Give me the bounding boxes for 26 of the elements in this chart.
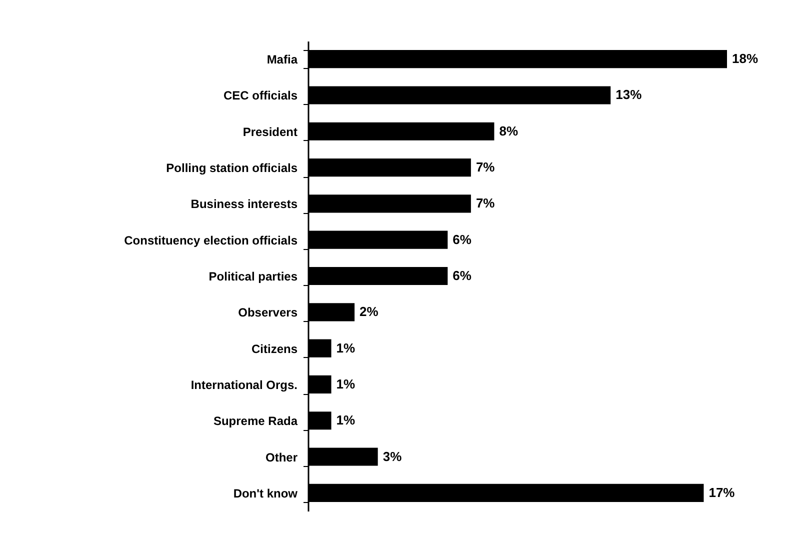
y-tick-label: Supreme Rada [213, 414, 298, 428]
y-tick-label: Polling station officials [166, 161, 298, 176]
y-tick-label: Don't know [233, 486, 298, 500]
y-tick-label: Citizens [251, 342, 298, 356]
y-tick-label: Constituency election officials [124, 233, 298, 248]
data-label: 8% [499, 123, 518, 138]
y-tick-label: Mafia [266, 52, 298, 67]
data-label: 1% [336, 412, 356, 428]
y-tick-label: President [242, 124, 298, 139]
data-label: 3% [382, 448, 402, 464]
data-label: 13% [616, 87, 642, 102]
data-label: 7% [476, 196, 496, 211]
y-tick-label: Observers [238, 306, 298, 320]
data-label: 6% [452, 268, 472, 283]
y-tick-label: Business interests [190, 197, 298, 212]
data-label: 1% [336, 340, 356, 356]
data-label: 7% [476, 160, 496, 175]
y-tick-label: International Orgs. [190, 378, 298, 392]
y-tick-label: Other [265, 450, 298, 464]
y-tick-label: Political parties [208, 270, 298, 284]
data-label: 6% [452, 232, 472, 247]
y-tick-label: CEC officials [223, 88, 298, 103]
data-label: 2% [360, 304, 379, 320]
data-label: 18% [732, 51, 758, 66]
data-label: 1% [336, 376, 356, 392]
data-label: 17% [708, 484, 736, 500]
